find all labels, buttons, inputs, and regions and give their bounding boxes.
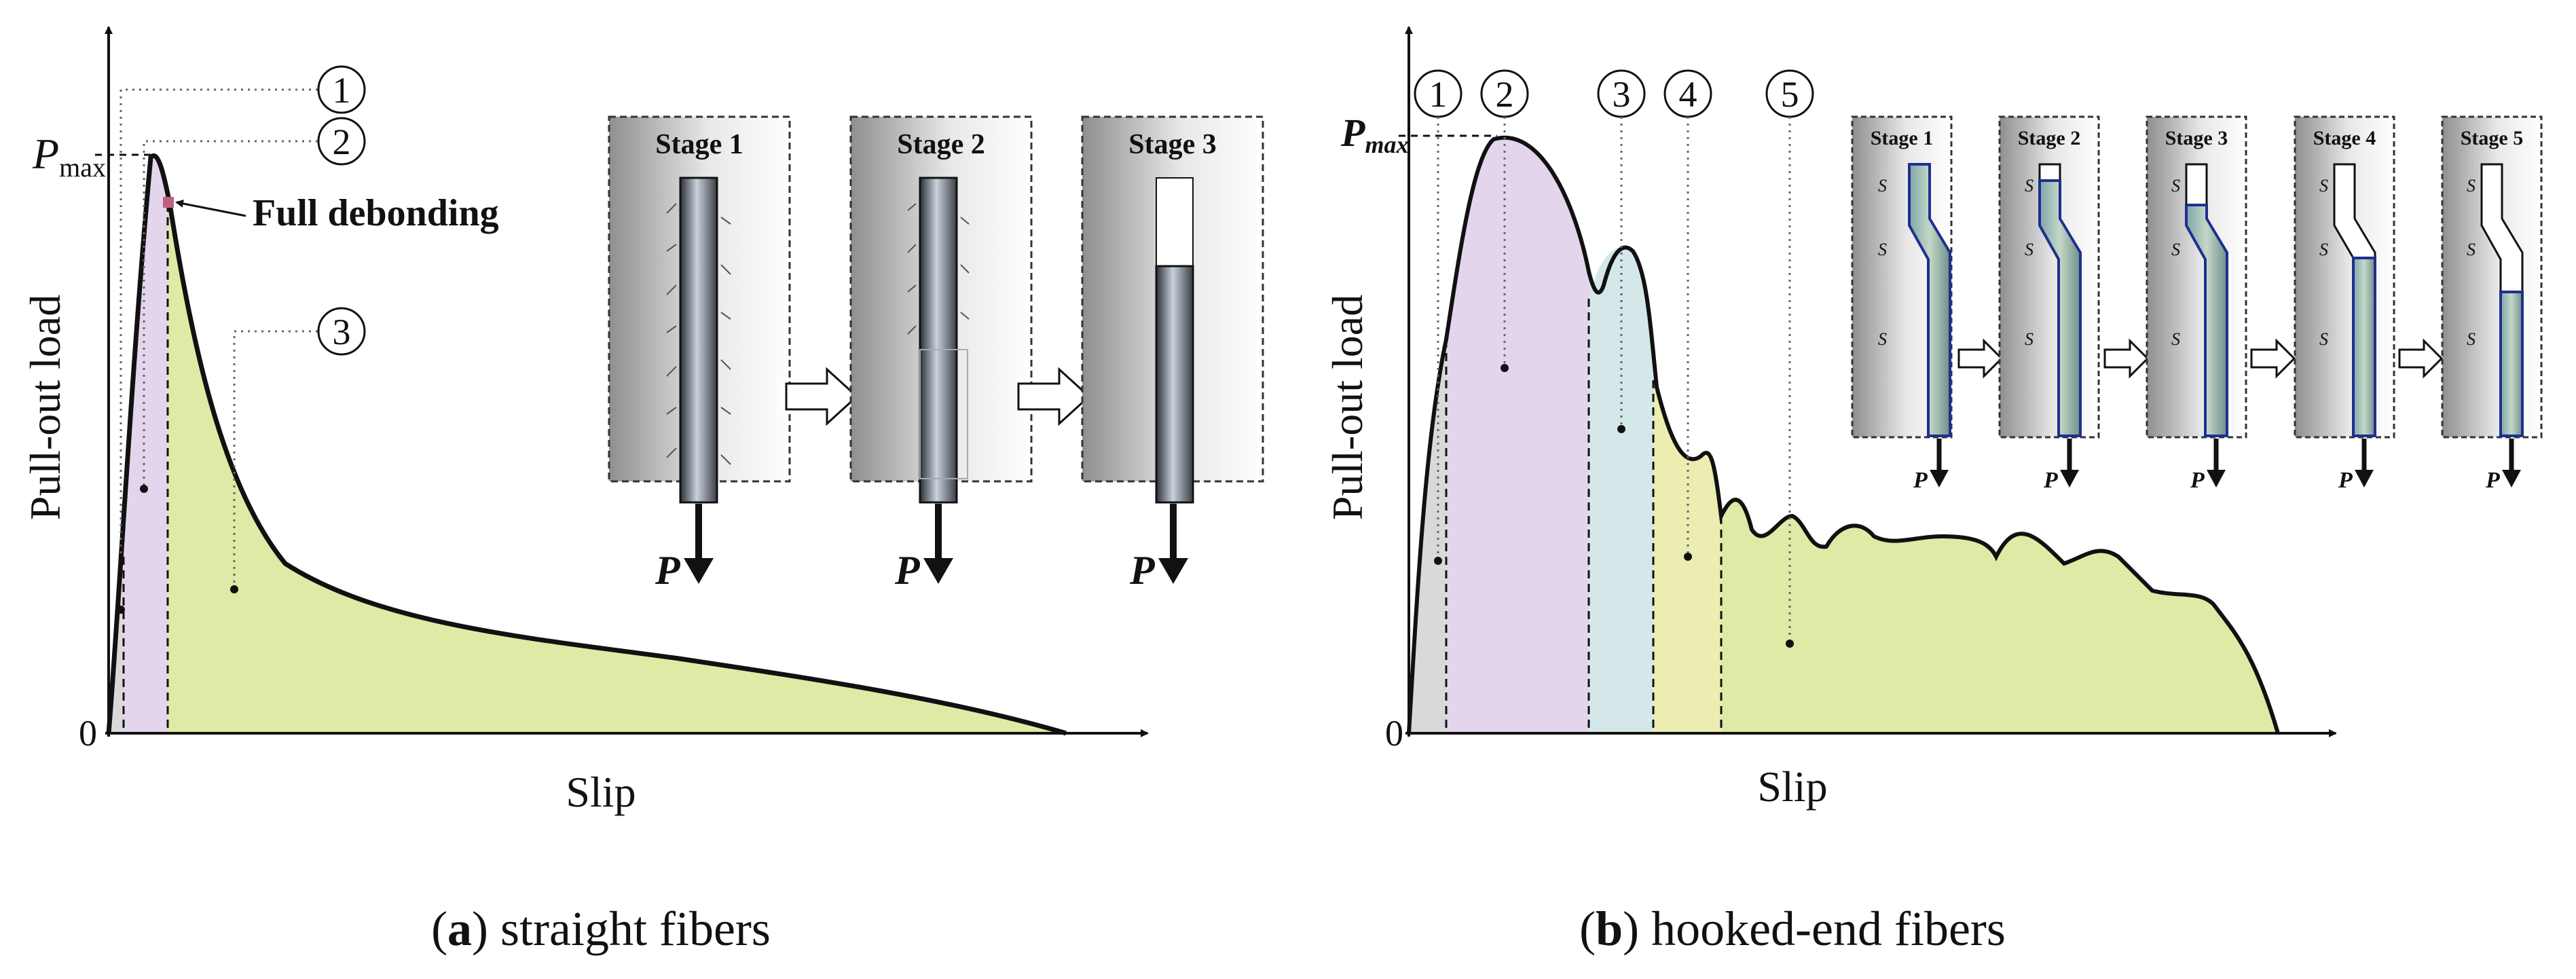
panel-a-marker-3-leader <box>233 330 318 589</box>
panel-b-load-slip-curve <box>1407 135 2280 734</box>
svg-text:2: 2 <box>1496 74 1514 115</box>
panel-a-debond-arrow <box>175 200 246 217</box>
svg-text:S: S <box>2171 176 2180 196</box>
svg-text:S: S <box>2171 240 2180 259</box>
panel-b-stage-4: Stage 4 S S S P <box>2294 115 2395 493</box>
svg-text:S: S <box>2467 240 2476 259</box>
panel-b-stage-arrow-1 <box>1957 338 2004 379</box>
svg-text:Stage 4: Stage 4 <box>2313 127 2376 149</box>
panel-b-region-1 <box>1409 339 1446 733</box>
panel-a-marker-1-leader <box>119 88 318 557</box>
panel-a-pmax-label: Pmax <box>32 130 106 183</box>
panel-b-region-2 <box>1446 137 1596 733</box>
panel-a-marker-3-dot <box>230 585 238 593</box>
svg-text:Stage 5: Stage 5 <box>2461 127 2524 149</box>
panel-a-marker-2-dot <box>140 485 148 493</box>
svg-text:P: P <box>1913 468 1928 493</box>
panel-a-debond-point <box>163 197 174 208</box>
panel-b-caption: (b) hooked-end fibers <box>1579 902 2006 956</box>
svg-text:5: 5 <box>1781 74 1799 115</box>
panel-b-region-3 <box>1589 247 1653 733</box>
svg-text:2: 2 <box>333 122 351 162</box>
panel-b-origin: 0 <box>1385 713 1403 754</box>
panel-a-y-axis-label: Pull-out load <box>21 295 69 520</box>
panel-b-y-axis-label: Pull-out load <box>1323 295 1372 520</box>
panel-a-stage-3: Stage 3 P <box>1081 115 1264 593</box>
panel-b-marker-5: 5 <box>1765 69 1814 648</box>
svg-text:P: P <box>2485 468 2500 493</box>
panel-a-marker-3: 3 <box>317 307 366 356</box>
svg-text:3: 3 <box>333 312 351 352</box>
panel-a-marker-1-dot <box>117 606 125 614</box>
svg-text:S: S <box>2319 176 2328 196</box>
panel-a-region-3 <box>168 204 1066 733</box>
panel-b-stage-1: Stage 1 S S S P <box>1851 115 1953 493</box>
svg-text:S: S <box>2319 240 2328 259</box>
panel-b-marker-1: 1 <box>1414 69 1462 565</box>
panel-b-x-axis-label: Slip <box>1757 762 1827 811</box>
svg-text:P: P <box>2190 468 2205 493</box>
panel-b: Pmax 1 2 3 4 5 <box>1323 26 2543 956</box>
panel-b-stage-arrow-4 <box>2398 338 2444 379</box>
panel-a-marker-2: 2 <box>317 117 366 166</box>
stage-1-bond-cracks <box>666 203 731 465</box>
svg-text:Stage 2: Stage 2 <box>897 129 985 160</box>
panel-b-stage-5: Stage 5 S S S P <box>2441 115 2543 493</box>
svg-text:3: 3 <box>1613 74 1631 115</box>
svg-text:S: S <box>2025 240 2034 259</box>
svg-text:1: 1 <box>333 70 351 111</box>
panel-a-load-slip-curve <box>106 153 1067 736</box>
svg-text:S: S <box>1878 240 1887 259</box>
panel-b-stage-2: Stage 2 S S S P <box>1998 115 2100 493</box>
svg-text:Stage 3: Stage 3 <box>2165 127 2228 149</box>
svg-text:P: P <box>894 548 921 593</box>
svg-text:4: 4 <box>1679 74 1697 115</box>
stage-1-load-label: P <box>655 548 681 593</box>
panel-b-stage-3: Stage 3 S S S P <box>2146 115 2247 493</box>
panel-a-debond-label: Full debonding <box>253 192 499 234</box>
svg-text:Stage 1: Stage 1 <box>1871 127 1934 149</box>
panel-a-stage-arrow-1 <box>785 367 859 426</box>
panel-b-stage-arrow-2 <box>2103 338 2150 379</box>
svg-text:S: S <box>1878 176 1887 196</box>
panel-a: Pmax 1 2 3 Full debonding Pull-out load … <box>21 26 1264 956</box>
panel-b-marker-2: 2 <box>1480 69 1529 372</box>
panel-b-marker-3: 3 <box>1597 69 1646 433</box>
svg-text:Stage 3: Stage 3 <box>1128 129 1217 160</box>
panel-a-marker-1: 1 <box>317 65 366 114</box>
panel-b-region-5 <box>1721 497 2278 733</box>
svg-text:S: S <box>2319 329 2328 349</box>
svg-text:Stage 2: Stage 2 <box>2018 127 2081 149</box>
panel-a-caption: (a) straight fibers <box>431 902 771 956</box>
svg-text:Stage 1: Stage 1 <box>655 129 743 160</box>
panel-b-marker-4: 4 <box>1663 69 1712 561</box>
panel-a-x-axis-label: Slip <box>566 768 636 816</box>
svg-text:P: P <box>2338 468 2353 493</box>
svg-text:P: P <box>1129 548 1156 593</box>
panel-a-stage-arrow-2 <box>1017 367 1091 426</box>
panel-a-stage-1: Stage 1 P <box>608 115 791 593</box>
panel-a-origin: 0 <box>79 713 97 754</box>
svg-text:1: 1 <box>1429 74 1448 115</box>
svg-text:S: S <box>2025 176 2034 196</box>
svg-text:S: S <box>2171 329 2180 349</box>
panel-b-stage-arrow-3 <box>2250 338 2296 379</box>
panel-a-region-2 <box>124 157 168 733</box>
svg-text:P: P <box>2043 468 2058 493</box>
stage-1-fiber <box>679 177 718 504</box>
svg-text:S: S <box>2467 329 2476 349</box>
svg-text:S: S <box>2467 176 2476 196</box>
panel-a-stage-2: Stage 2 P <box>849 115 1033 593</box>
svg-text:S: S <box>2025 329 2034 349</box>
panel-b-pmax-label: Pmax <box>1340 111 1408 158</box>
svg-text:S: S <box>1878 329 1887 349</box>
